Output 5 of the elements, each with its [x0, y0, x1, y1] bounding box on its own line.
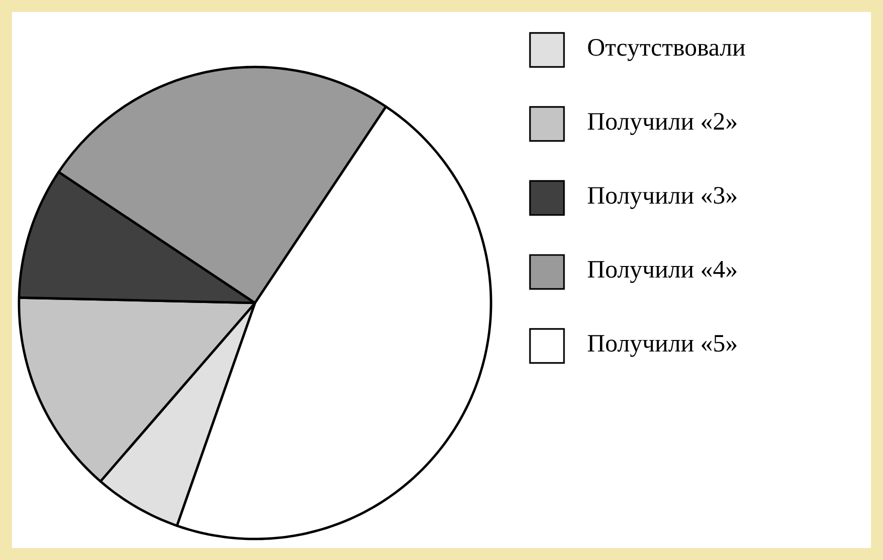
legend-label: Получили «5» — [588, 335, 736, 357]
legend-label: Отсутствовали — [588, 39, 746, 61]
legend-label: Получили «3» — [588, 187, 736, 209]
legend-label: Получили «2» — [588, 113, 736, 135]
legend-label: Получили «4» — [588, 261, 736, 283]
